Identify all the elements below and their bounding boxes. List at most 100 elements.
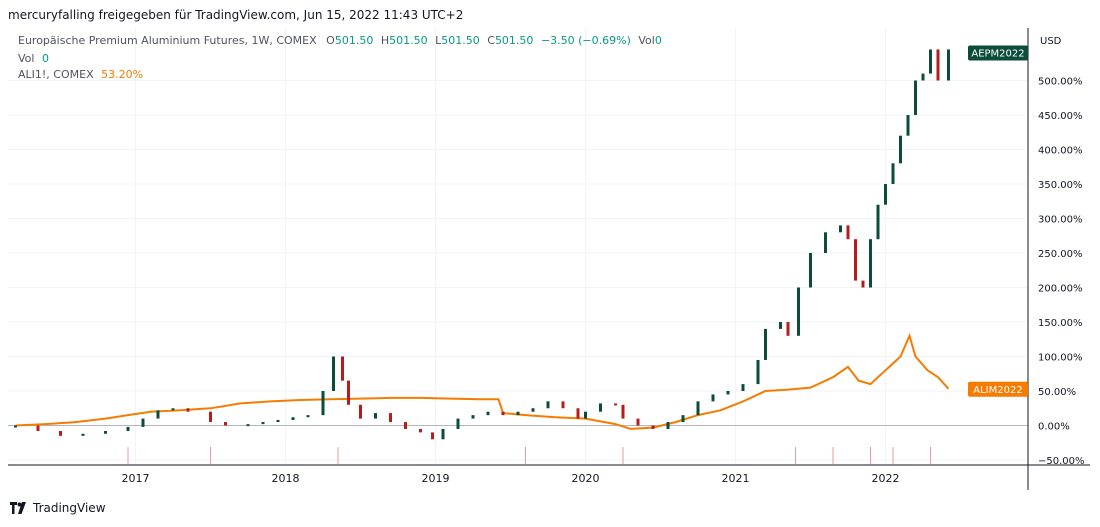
footer-brand-text: TradingView xyxy=(33,501,106,515)
legend-change: −3.50 (−0.69%) xyxy=(540,34,631,47)
candle xyxy=(899,135,902,164)
candle xyxy=(947,49,950,81)
candle xyxy=(246,424,250,427)
candle xyxy=(584,411,587,419)
candle xyxy=(756,359,760,385)
candle xyxy=(741,384,745,391)
share-header: mercuryfalling freigegeben für TradingVi… xyxy=(8,8,464,22)
candle xyxy=(621,404,625,419)
candle xyxy=(261,422,265,425)
y-tick-label: 50.00% xyxy=(1038,387,1076,398)
candle xyxy=(104,431,107,434)
y-tick-label: −50.00% xyxy=(1038,456,1085,467)
series-line-alim2022 xyxy=(15,332,950,430)
candle xyxy=(516,411,520,416)
candle xyxy=(456,418,460,429)
candle xyxy=(531,408,535,412)
y-tick-label: 400.00% xyxy=(1038,146,1083,157)
y-tick-label: 300.00% xyxy=(1038,215,1083,226)
y-tick-label: 250.00% xyxy=(1038,249,1083,260)
candle xyxy=(914,80,917,115)
candle xyxy=(809,253,812,288)
y-tick-label: 150.00% xyxy=(1038,318,1083,329)
candle xyxy=(546,401,550,409)
candle xyxy=(861,280,865,288)
y-tick-label: 350.00% xyxy=(1038,180,1083,191)
candle xyxy=(891,163,895,184)
x-tick-label: 2022 xyxy=(872,472,900,485)
candle xyxy=(779,322,782,329)
candle xyxy=(846,225,850,240)
candle xyxy=(486,411,490,416)
candle xyxy=(797,287,800,336)
y-tick-label: 100.00% xyxy=(1038,353,1083,364)
candle xyxy=(599,403,602,412)
candle xyxy=(389,413,392,423)
candle xyxy=(347,380,350,405)
y-tick-label: 0.00% xyxy=(1038,422,1070,433)
candle xyxy=(332,356,335,391)
candle xyxy=(81,433,85,436)
candle xyxy=(276,419,280,423)
y-tick-label: 200.00% xyxy=(1038,284,1083,295)
candle xyxy=(404,422,407,429)
candle xyxy=(36,425,40,432)
series-label-alim2022: ALIM2022 xyxy=(973,385,1022,396)
x-tick-label: 2019 xyxy=(422,472,450,485)
legend-close: 501.50 xyxy=(494,34,534,47)
candle xyxy=(786,322,790,336)
candle xyxy=(854,239,857,281)
candle xyxy=(884,184,887,205)
legend-vol-inline: 0 xyxy=(654,34,662,47)
legend-high: 501.50 xyxy=(389,34,428,47)
legend-main[interactable]: Europäische Premium Aluminium Futures, 1… xyxy=(18,34,662,47)
legend-compare-name: ALI1!, COMEX xyxy=(18,68,94,81)
series-label-aepm2022: AEPM2022 xyxy=(971,48,1024,59)
legend-h-label: H xyxy=(380,34,390,47)
candle xyxy=(321,391,325,416)
x-tick-label: 2020 xyxy=(572,472,600,485)
legend-low: 501.50 xyxy=(441,34,480,47)
candle xyxy=(764,328,767,360)
series-label-bg-aepm2022 xyxy=(968,45,1028,61)
legend-c-label: C xyxy=(487,34,495,47)
x-tick-label: 2017 xyxy=(122,472,150,485)
candle xyxy=(126,426,130,432)
x-tick-label: 2018 xyxy=(272,472,300,485)
tradingview-logo-icon xyxy=(10,502,26,514)
candle xyxy=(636,418,640,426)
candle xyxy=(929,49,932,74)
candle xyxy=(614,403,617,406)
candle xyxy=(59,431,62,436)
legend-main-name: Europäische Premium Aluminium Futures, 1… xyxy=(18,34,317,47)
legend-volume[interactable]: Vol 0 xyxy=(18,52,49,65)
candle xyxy=(711,394,715,402)
legend-compare-value: 53.20% xyxy=(101,68,144,81)
legend-l-label: L xyxy=(435,34,442,47)
candle xyxy=(839,225,842,233)
candle xyxy=(869,239,872,288)
footer-branding[interactable]: TradingView xyxy=(10,501,106,515)
candle xyxy=(374,413,377,419)
candle xyxy=(681,415,685,423)
candle xyxy=(291,417,295,420)
candle xyxy=(576,408,580,419)
candle xyxy=(171,408,175,411)
candle xyxy=(501,411,505,416)
candle xyxy=(651,425,655,429)
y-tick-label: 450.00% xyxy=(1038,111,1083,122)
candle xyxy=(906,115,910,136)
candle xyxy=(359,404,362,419)
legend-compare[interactable]: ALI1!, COMEX 53.20% xyxy=(18,68,143,81)
candle xyxy=(561,401,565,409)
legend-vol-label: Vol xyxy=(18,52,35,65)
legend-vol-label-inline: Vol xyxy=(638,34,655,47)
candle xyxy=(306,415,310,418)
legend-o-label: O xyxy=(326,34,335,47)
candle xyxy=(14,425,17,428)
x-tick-label: 2021 xyxy=(722,472,750,485)
candle xyxy=(824,232,827,253)
legend-open: 501.50 xyxy=(334,34,374,47)
